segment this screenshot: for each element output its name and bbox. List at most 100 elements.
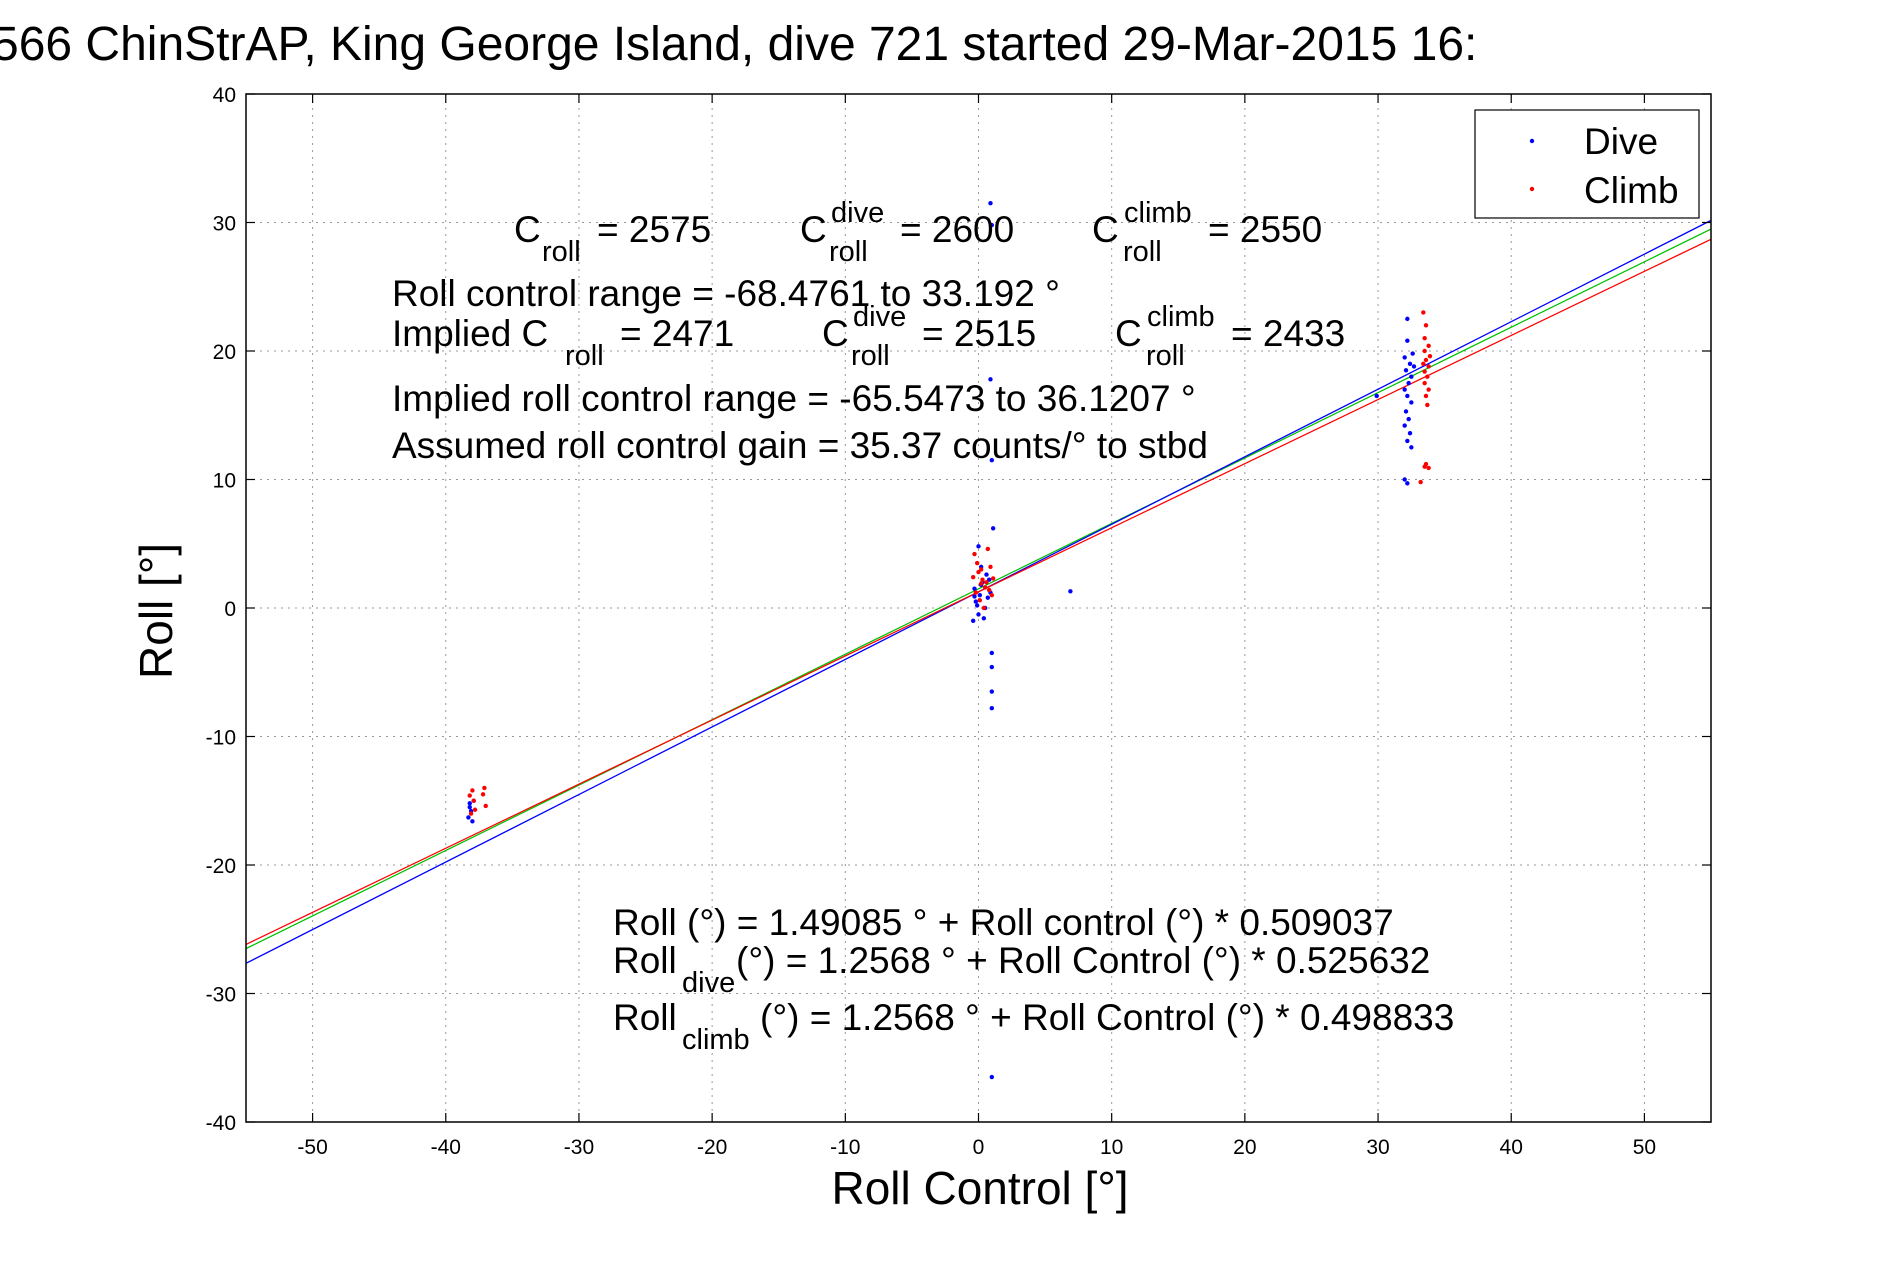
point-dive [467,801,472,806]
point-climb [1423,393,1429,399]
implied-c-dive-symbol: C [822,313,849,354]
point-dive [984,572,989,577]
point-dive [1407,431,1413,436]
x-tick-label: -50 [297,1136,327,1159]
point-climb [1422,380,1427,386]
point-climb [972,551,977,557]
legend-label-climb: Climb [1584,170,1679,211]
y-tick-label: -10 [206,727,236,750]
c-roll-value: = 2575 [597,209,711,250]
point-climb [1421,310,1426,315]
point-dive [989,1074,995,1080]
y-tick-label: 30 [213,213,236,236]
point-climb [977,598,983,603]
implied-c-dive-subscript: roll [851,340,890,372]
point-dive [990,526,996,531]
point-dive [972,586,977,591]
point-dive [470,819,475,824]
point-climb [984,580,989,585]
fit-dive-symbol: Roll [613,940,677,981]
c-dive-value: = 2600 [900,209,1014,250]
point-dive [1407,361,1413,367]
x-tick-label: 40 [1500,1136,1523,1159]
point-climb [1422,348,1427,354]
point-dive [1402,477,1407,482]
point-climb [988,564,993,570]
point-dive [970,618,976,624]
point-dive [973,599,979,604]
point-dive [989,458,995,463]
point-dive [1403,409,1409,414]
point-climb [1423,357,1429,363]
point-climb [978,567,984,572]
point-dive [1409,445,1414,450]
x-tick-label: -30 [564,1136,594,1159]
point-dive [989,222,995,228]
implied-range-annotation: Implied roll control range = -65.5473 to… [392,378,1196,419]
point-dive [1374,393,1379,399]
data-points [466,201,1433,1080]
fit-dive-text: (°) = 1.2568 ° + Roll Control (°) * 0.52… [736,940,1430,981]
y-axis-label: Roll [°] [130,543,182,679]
point-climb [468,811,474,816]
fit-all-annotation: Roll (°) = 1.49085 ° + Roll control (°) … [613,902,1394,943]
x-tick-label: 30 [1366,1136,1389,1159]
point-climb [1422,369,1427,374]
implied-c-label: Implied C [392,313,548,354]
fit-dive-subscript: dive [682,967,735,999]
point-dive [1405,316,1410,322]
fit-climb-subscript: climb [682,1024,750,1056]
point-dive [1402,355,1407,360]
point-climb [1426,465,1431,471]
x-tick-label: 20 [1233,1136,1256,1159]
point-dive [989,689,995,694]
point-dive [976,612,981,617]
point-dive [1405,393,1410,399]
c-climb-symbol: C [1092,209,1119,250]
implied-c-annotation: Implied C roll = 2471 C dive roll = 2515… [392,301,1345,372]
point-dive [981,616,987,621]
c-roll-subscript: roll [542,236,581,268]
c-dive-symbol: C [800,209,827,250]
point-dive [1410,351,1415,356]
x-tick-label: 50 [1633,1136,1656,1159]
point-dive [1411,364,1417,369]
point-dive [976,544,981,549]
c-roll-symbol: C [514,209,541,250]
implied-c-climb-superscript: climb [1147,301,1215,333]
point-climb [472,807,478,812]
chart-title: 566 ChinStrAP, King George Island, dive … [0,18,1477,71]
assumed-gain-annotation: Assumed roll control gain = 35.37 counts… [392,425,1208,466]
point-dive [1409,400,1414,405]
point-climb [1426,343,1431,349]
implied-c-value: = 2471 [620,313,734,354]
point-dive [1403,368,1409,373]
roll-range-annotation: Roll control range = -68.4761 to 33.192 … [392,273,1060,314]
implied-c-climb-value: = 2433 [1231,313,1345,354]
y-tick-label: 10 [213,470,236,493]
y-tick-label: 0 [224,598,236,621]
point-dive [989,706,995,711]
point-climb [1425,374,1430,379]
point-dive [989,664,995,670]
point-climb [471,798,476,803]
axis-ticks: -50 -40 -30 -20 -10 0 10 20 30 40 50 -40 -30 -20 -10 0 1… [206,84,1711,1159]
point-dive [974,603,980,608]
point-climb [1422,335,1427,341]
point-dive [988,377,993,382]
point-dive [1402,387,1407,392]
legend-label-dive: Dive [1584,121,1658,162]
x-tick-label: 10 [1100,1136,1123,1159]
fit-climb-text: (°) = 1.2568 ° + Roll Control (°) * 0.49… [760,997,1454,1038]
point-climb [980,577,985,582]
point-climb [1427,353,1433,359]
point-dive [977,592,983,598]
x-axis-label: Roll Control [°] [831,1162,1128,1214]
point-dive [1405,438,1410,444]
implied-c-dive-value: = 2515 [922,313,1036,354]
y-tick-label: -20 [206,855,236,878]
point-climb [1423,323,1429,328]
point-dive [1406,380,1411,386]
point-climb [986,587,992,593]
